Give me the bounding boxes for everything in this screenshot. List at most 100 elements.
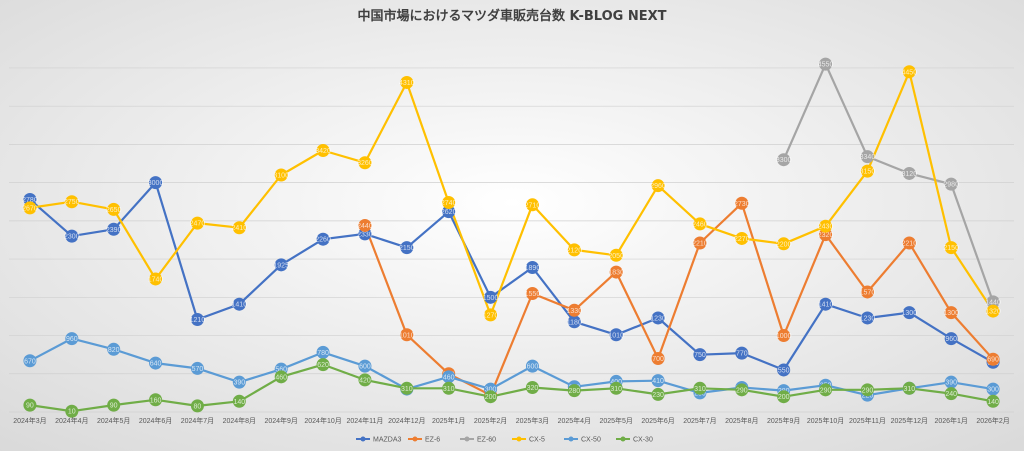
data-point-ez-60 <box>860 150 874 164</box>
data-point-cx-30 <box>902 381 916 395</box>
legend-label-ez-6: EZ-6 <box>425 437 440 444</box>
data-label-cx-5: 2430 <box>818 224 834 231</box>
legend-label-cx-30: CX-30 <box>633 437 653 444</box>
data-label-ez-6: 1000 <box>776 333 792 340</box>
data-point-cx-5 <box>65 195 79 209</box>
x-tick-label: 2024年5月 <box>97 416 130 425</box>
data-label-cx-5: 3150 <box>860 169 876 176</box>
x-tick-label: 2026年2月 <box>976 416 1009 425</box>
data-label-cx-30: 280 <box>568 388 580 395</box>
data-point-mazda3 <box>274 258 288 272</box>
data-point-cx-30 <box>567 384 581 398</box>
legend-marker-mazda3 <box>360 436 366 442</box>
data-point-mazda3 <box>190 312 204 326</box>
data-label-cx-50: 600 <box>359 364 371 371</box>
data-point-cx-5 <box>651 179 665 193</box>
data-label-cx-50: 780 <box>317 350 329 357</box>
data-point-cx-5 <box>567 243 581 257</box>
data-point-cx-5 <box>149 272 163 286</box>
data-point-cx-30 <box>860 383 874 397</box>
data-label-cx-50: 460 <box>443 374 455 381</box>
data-label-cx-50: 670 <box>24 358 36 365</box>
legend-label-cx-5: CX-5 <box>529 437 545 444</box>
data-point-cx-30 <box>316 358 330 372</box>
data-label-mazda3: 3000 <box>148 180 164 187</box>
data-label-cx-5: 2750 <box>64 199 80 206</box>
data-label-ez-6: 1550 <box>525 291 541 298</box>
data-point-cx-5 <box>400 75 414 89</box>
data-label-ez-6: 700 <box>652 356 664 363</box>
data-label-cx-30: 290 <box>820 387 832 394</box>
data-label-mazda3: 1010 <box>608 332 624 339</box>
x-tick-label: 2025年4月 <box>558 416 591 425</box>
data-label-mazda3: 550 <box>778 367 790 374</box>
series-lines <box>29 62 995 413</box>
x-tick-label: 2025年7月 <box>683 416 716 425</box>
data-label-cx-30: 200 <box>485 394 497 401</box>
data-point-cx-30 <box>819 383 833 397</box>
x-tick-label: 2025年3月 <box>516 416 549 425</box>
data-label-cx-30: 200 <box>778 394 790 401</box>
data-label-ez-6: 2210 <box>692 241 708 248</box>
data-label-mazda3: 770 <box>736 351 748 358</box>
data-label-cx-30: 310 <box>694 386 706 393</box>
data-label-cx-50: 410 <box>652 378 664 385</box>
data-label-mazda3: 2330 <box>357 231 373 238</box>
data-label-cx-30: 620 <box>317 362 329 369</box>
data-label-cx-5: 2670 <box>22 205 38 212</box>
data-point-cx-50 <box>232 375 246 389</box>
data-point-ez-60 <box>944 177 958 191</box>
legend-marker-cx-30 <box>620 436 626 442</box>
data-label-cx-5: 3100 <box>273 172 289 179</box>
data-point-mazda3 <box>693 348 707 362</box>
data-point-ez-60 <box>777 153 791 167</box>
data-point-cx-5 <box>609 248 623 262</box>
data-label-cx-5: 2470 <box>190 221 206 228</box>
data-label-cx-5: 2050 <box>608 253 624 260</box>
x-tick-label: 2025年5月 <box>599 416 632 425</box>
data-point-mazda3 <box>525 260 539 274</box>
data-label-cx-30: 290 <box>862 387 874 394</box>
data-point-mazda3 <box>316 232 330 246</box>
data-label-ez-60: 2980 <box>943 182 959 189</box>
data-label-cx-5: 2410 <box>232 225 248 232</box>
data-point-cx-30 <box>609 381 623 395</box>
data-point-mazda3 <box>107 222 121 236</box>
x-tick-label: 2025年2月 <box>474 416 507 425</box>
x-tick-label: 2026年1月 <box>934 416 967 425</box>
x-tick-label: 2024年10月 <box>304 416 341 425</box>
data-point-cx-30 <box>651 387 665 401</box>
data-point-mazda3 <box>902 306 916 320</box>
data-label-cx-30: 310 <box>443 386 455 393</box>
data-point-cx-50 <box>65 332 79 346</box>
x-tick-label: 2025年12月 <box>891 416 928 425</box>
x-tick-label: 2025年10月 <box>807 416 844 425</box>
data-point-cx-30 <box>442 381 456 395</box>
data-point-cx-30 <box>484 390 498 404</box>
data-point-cx-30 <box>777 390 791 404</box>
chart-title: 中国市場におけるマツダ車販売台数 K-BLOG NEXT <box>358 8 667 24</box>
data-point-cx-5 <box>860 164 874 178</box>
data-point-ez-6 <box>567 303 581 317</box>
data-point-cx-30 <box>274 370 288 384</box>
data-label-cx-30: 10 <box>68 409 76 416</box>
data-point-mazda3 <box>484 290 498 304</box>
data-label-mazda3: 2150 <box>399 245 415 252</box>
data-point-cx-50 <box>944 375 958 389</box>
data-label-cx-5: 2200 <box>776 241 792 248</box>
data-label-cx-50: 640 <box>150 361 162 368</box>
data-label-cx-30: 90 <box>110 403 118 410</box>
gridlines <box>9 67 1014 413</box>
data-point-cx-50 <box>190 361 204 375</box>
x-tick-label: 2024年9月 <box>264 416 297 425</box>
data-label-cx-50: 390 <box>233 380 245 387</box>
data-point-cx-30 <box>693 381 707 395</box>
data-label-cx-30: 90 <box>26 403 34 410</box>
data-point-cx-5 <box>232 221 246 235</box>
data-label-cx-50: 390 <box>945 380 957 387</box>
data-label-cx-5: 1320 <box>985 309 1001 316</box>
data-label-mazda3: 2620 <box>441 209 457 216</box>
data-point-cx-30 <box>400 381 414 395</box>
data-point-cx-30 <box>149 393 163 407</box>
